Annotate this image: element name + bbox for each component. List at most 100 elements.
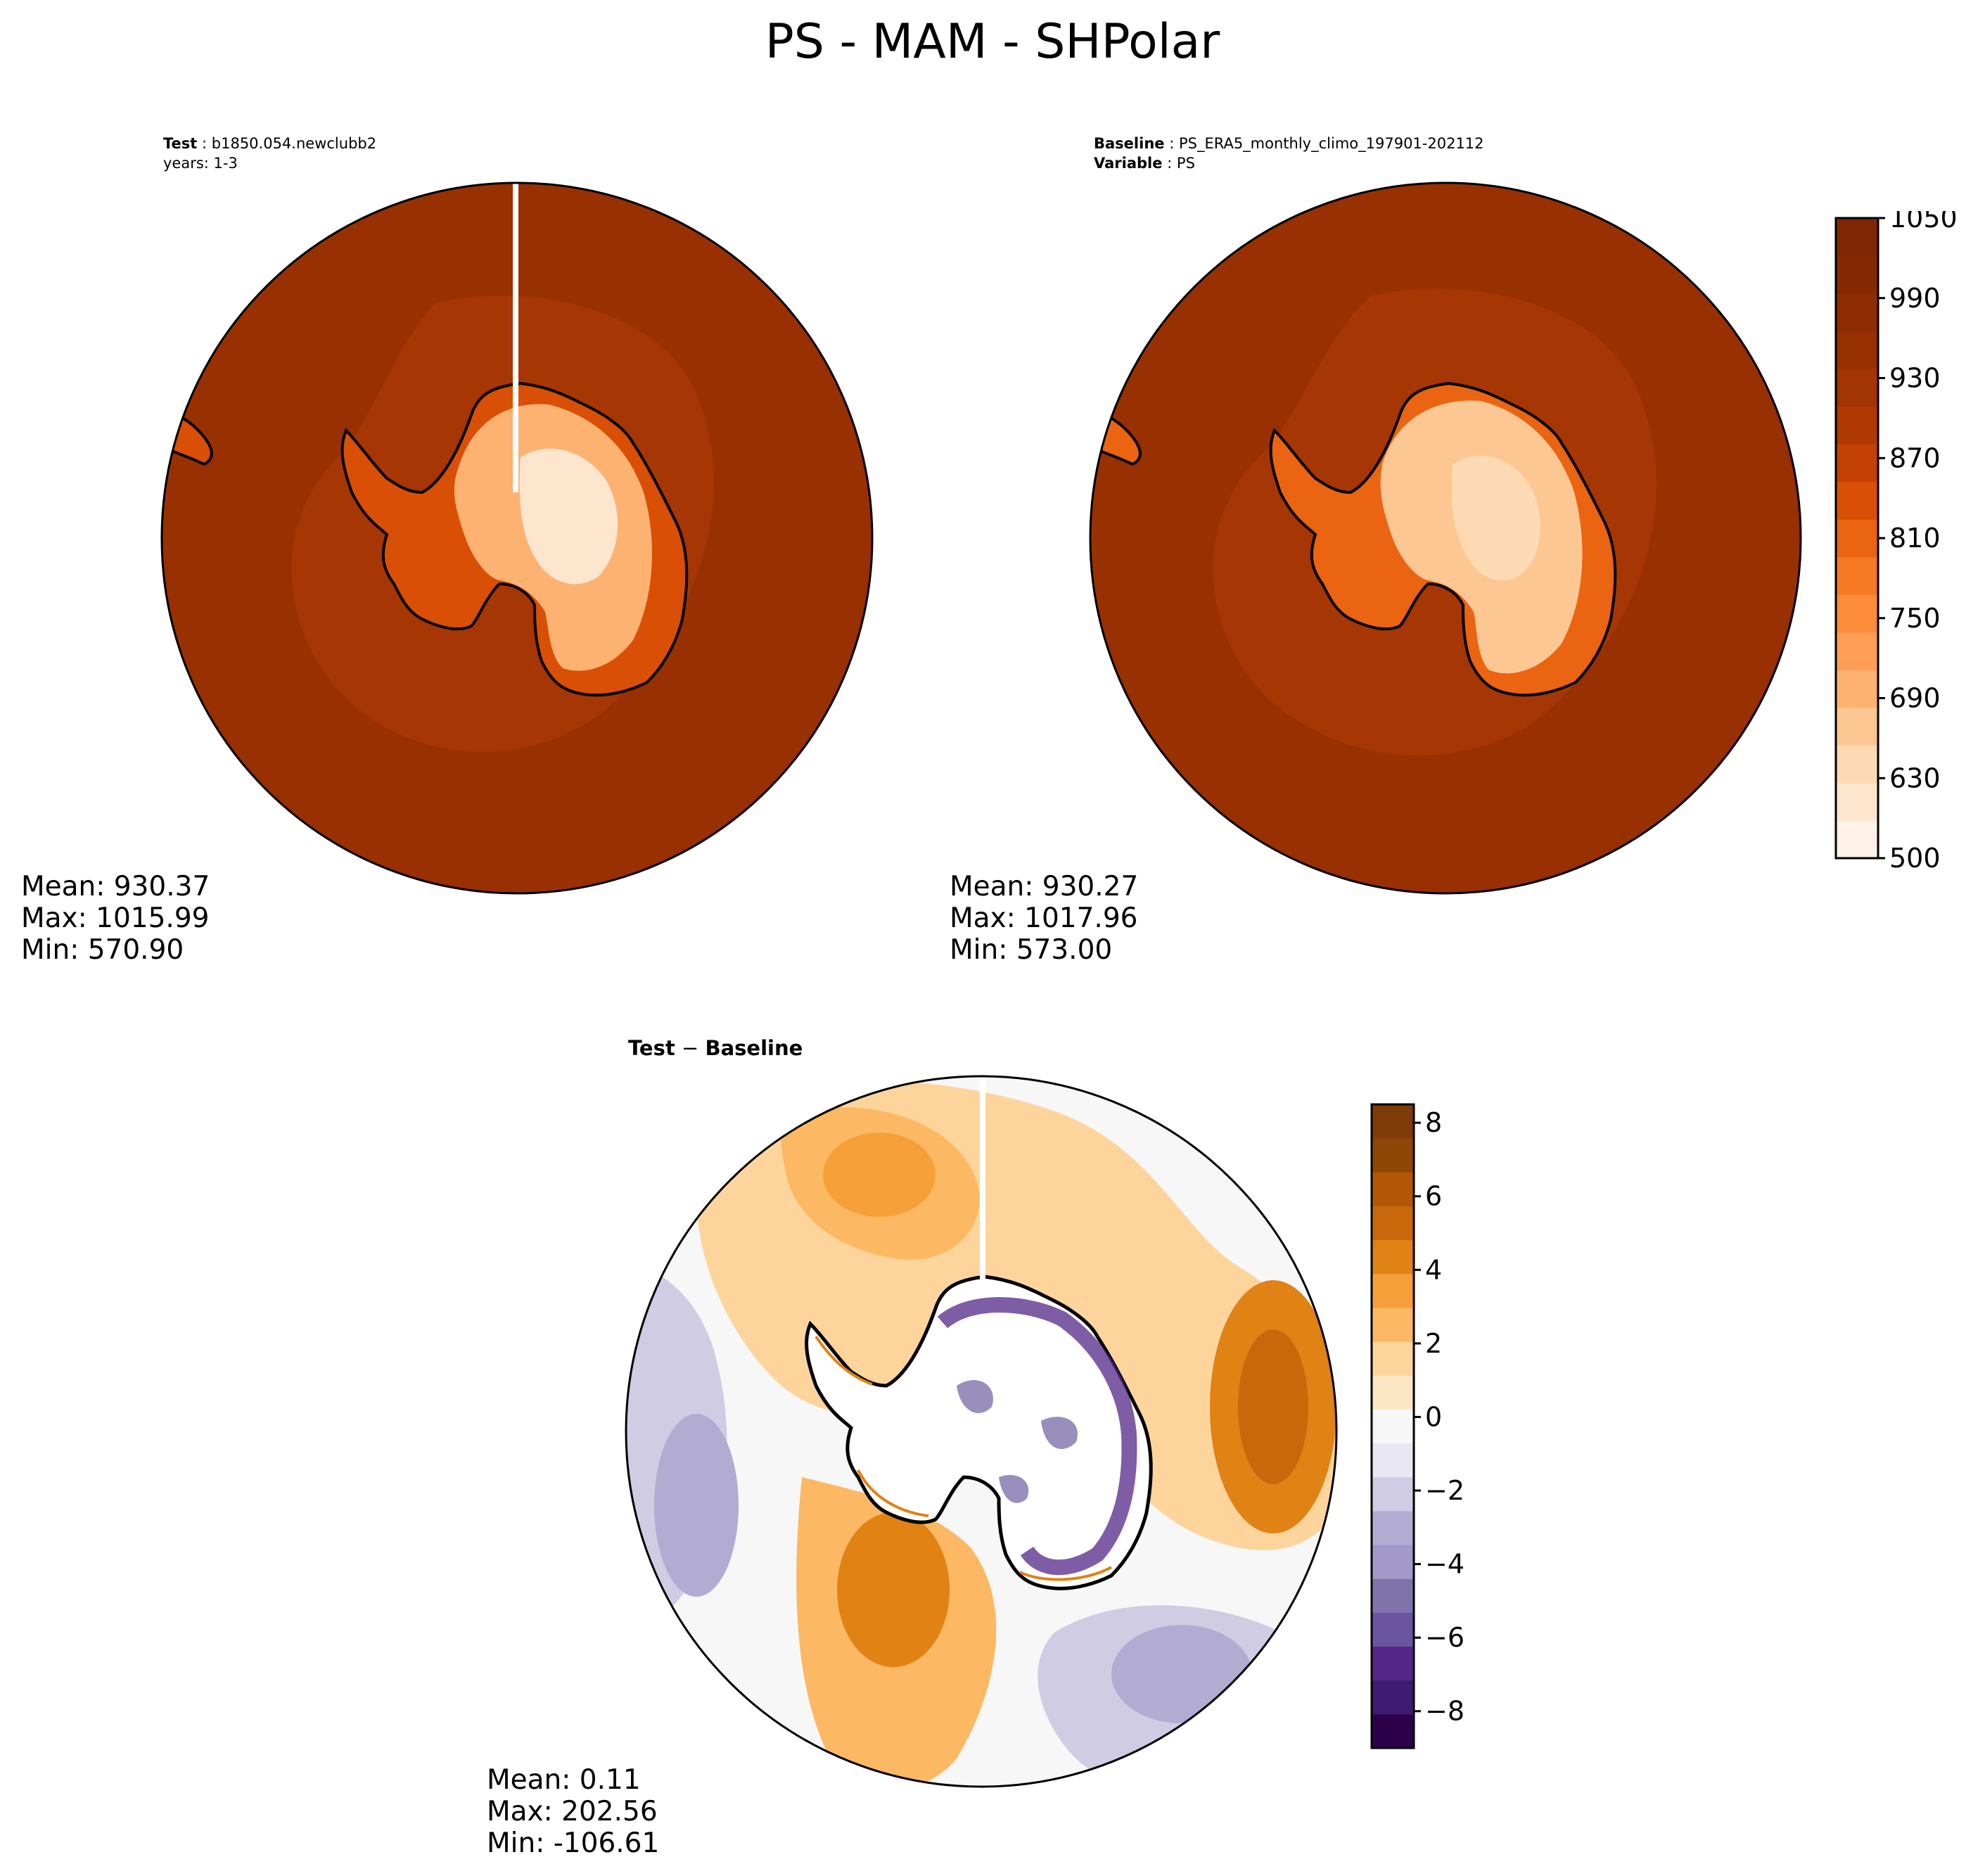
difference-colorbar-level bbox=[1372, 1172, 1414, 1206]
difference-colorbar-level bbox=[1372, 1612, 1414, 1647]
baseline-mean: Mean: 930.27 bbox=[950, 871, 1139, 902]
difference-colorbar-tick-label: 8 bbox=[1425, 1107, 1442, 1138]
difference-colorbar-tick-label: −4 bbox=[1425, 1549, 1464, 1580]
difference-colorbar-level bbox=[1372, 1578, 1414, 1613]
difference-map bbox=[625, 1075, 1338, 1788]
positive-core-north bbox=[823, 1132, 936, 1217]
test-map bbox=[160, 181, 874, 895]
baseline-header-value: PS_ERA5_monthly_climo_197901-202112 bbox=[1178, 135, 1484, 152]
field-colorbar-tick-label: 630 bbox=[1889, 762, 1941, 793]
test-header-label: Test bbox=[163, 135, 198, 152]
difference-colorbar-level bbox=[1372, 1714, 1414, 1749]
test-header: Test : b1850.054.newclubb2 years: 1-3 bbox=[163, 135, 377, 172]
variable-value: PS bbox=[1176, 155, 1195, 172]
variable-label: Variable bbox=[1094, 155, 1163, 172]
field-colorbar-level bbox=[1836, 519, 1878, 558]
map-boundary bbox=[625, 1075, 1338, 1788]
difference-title-op: − bbox=[675, 1036, 706, 1060]
field-colorbar-tick-label: 750 bbox=[1889, 603, 1941, 634]
antarctica-negative-patches bbox=[957, 1379, 1078, 1503]
field-colorbar-tick-label: 990 bbox=[1889, 283, 1941, 314]
difference-colorbar-level bbox=[1372, 1307, 1414, 1342]
difference-colorbar-level bbox=[1372, 1510, 1414, 1545]
missing-data-stripe bbox=[513, 183, 518, 492]
field-colorbar-level bbox=[1836, 745, 1878, 784]
baseline-min: Min: 573.00 bbox=[950, 934, 1113, 966]
test-min: Min: 570.90 bbox=[21, 934, 184, 966]
difference-colorbar-tick-label: −6 bbox=[1425, 1622, 1464, 1653]
difference-colorbar-tick-label: −8 bbox=[1425, 1696, 1464, 1727]
difference-colorbar-level bbox=[1372, 1443, 1414, 1478]
positive-core-south bbox=[837, 1512, 950, 1667]
test-mean: Mean: 930.37 bbox=[21, 871, 210, 902]
antarctica-positive-edge bbox=[815, 1335, 1112, 1581]
test-max: Max: 1015.99 bbox=[21, 902, 210, 934]
field-colorbar-level bbox=[1836, 670, 1878, 708]
positive-core-east-inner bbox=[1238, 1329, 1308, 1484]
difference-mean: Mean: 0.11 bbox=[487, 1764, 641, 1796]
difference-stats: Mean: 0.11 Max: 202.56 Min: -106.61 bbox=[487, 1764, 659, 1859]
field-colorbar-level bbox=[1836, 594, 1878, 633]
antarctica-negative-ring bbox=[937, 1297, 1137, 1576]
field-colorbar-level bbox=[1836, 782, 1878, 821]
difference-colorbar-level bbox=[1372, 1680, 1414, 1715]
field-colorbar-ticks: 1050 990 930 870 810 750 690 630 500 bbox=[1878, 211, 1958, 872]
field-colorbar-level bbox=[1836, 331, 1878, 369]
field-colorbar-tick-label: 1050 bbox=[1889, 211, 1958, 234]
difference-colorbar-tick-label: 4 bbox=[1425, 1254, 1442, 1285]
field-colorbar-tick-label: 930 bbox=[1889, 363, 1941, 394]
difference-colorbar-tick-label: −2 bbox=[1425, 1475, 1464, 1506]
test-stats: Mean: 930.37 Max: 1015.99 Min: 570.90 bbox=[21, 871, 210, 966]
field-colorbar-tick-label: 810 bbox=[1889, 523, 1941, 554]
antarctica-plateau bbox=[519, 448, 618, 585]
negative-core-southeast bbox=[1111, 1625, 1252, 1723]
baseline-header-label: Baseline bbox=[1094, 135, 1165, 152]
field-colorbar-tick-label: 870 bbox=[1889, 442, 1941, 473]
difference-colorbar-level bbox=[1372, 1104, 1414, 1139]
difference-colorbar-level bbox=[1372, 1375, 1414, 1410]
negative-core-west bbox=[654, 1414, 739, 1597]
field-colorbar-tick-label: 500 bbox=[1889, 843, 1941, 872]
field-colorbar-level bbox=[1836, 632, 1878, 670]
map-boundary bbox=[1089, 181, 1802, 895]
baseline-stats: Mean: 930.27 Max: 1017.96 Min: 573.00 bbox=[950, 871, 1138, 966]
difference-colorbar-level bbox=[1372, 1476, 1414, 1512]
field-colorbar-levels bbox=[1836, 218, 1878, 859]
difference-colorbar-level bbox=[1372, 1138, 1414, 1173]
difference-colorbar-level bbox=[1372, 1206, 1414, 1241]
test-header-value: b1850.054.newclubb2 bbox=[211, 135, 377, 152]
field-colorbar-level bbox=[1836, 293, 1878, 332]
map-boundary bbox=[160, 181, 874, 895]
difference-colorbar-level bbox=[1372, 1341, 1414, 1376]
figure-title: PS - MAM - SHPolar bbox=[765, 14, 1220, 70]
difference-colorbar-frame bbox=[1370, 1103, 1415, 1749]
baseline-map bbox=[1089, 181, 1802, 895]
baseline-header: Baseline : PS_ERA5_monthly_climo_197901-… bbox=[1094, 135, 1484, 172]
field-colorbar-level bbox=[1836, 707, 1878, 746]
field-colorbar-level bbox=[1836, 369, 1878, 407]
difference-colorbar-tick-label: 6 bbox=[1425, 1181, 1442, 1212]
field-colorbar-level bbox=[1836, 444, 1878, 483]
field-colorbar-level bbox=[1836, 820, 1878, 859]
difference-title-left: Test bbox=[628, 1036, 675, 1060]
difference-colorbar-tick-label: 2 bbox=[1425, 1328, 1442, 1359]
difference-colorbar-level bbox=[1372, 1646, 1414, 1681]
field-colorbar-level bbox=[1836, 255, 1878, 294]
antarctica-plateau bbox=[1451, 455, 1541, 581]
difference-colorbar-ticks: 8 6 4 2 0 −2 −4 −6 −8 bbox=[1414, 1107, 1464, 1727]
missing-data-stripe bbox=[980, 1076, 985, 1280]
difference-title: Test − Baseline bbox=[628, 1036, 803, 1060]
difference-min: Min: -106.61 bbox=[487, 1827, 660, 1859]
difference-title-right: Baseline bbox=[705, 1036, 803, 1060]
antarctica-outline bbox=[805, 1275, 1153, 1590]
field-colorbar-level bbox=[1836, 218, 1878, 257]
field-colorbar-level bbox=[1836, 556, 1878, 595]
field-colorbar-level bbox=[1836, 481, 1878, 520]
baseline-max: Max: 1017.96 bbox=[950, 902, 1138, 934]
difference-colorbar: 8 6 4 2 0 −2 −4 −6 −8 bbox=[1370, 1103, 1464, 1749]
difference-colorbar-level bbox=[1372, 1545, 1414, 1579]
field-colorbar-tick-label: 690 bbox=[1889, 683, 1941, 714]
test-years: years: 1-3 bbox=[163, 155, 238, 172]
field-colorbar: 1050 990 930 870 810 750 690 630 500 bbox=[1834, 211, 1958, 872]
difference-colorbar-level bbox=[1372, 1239, 1414, 1275]
